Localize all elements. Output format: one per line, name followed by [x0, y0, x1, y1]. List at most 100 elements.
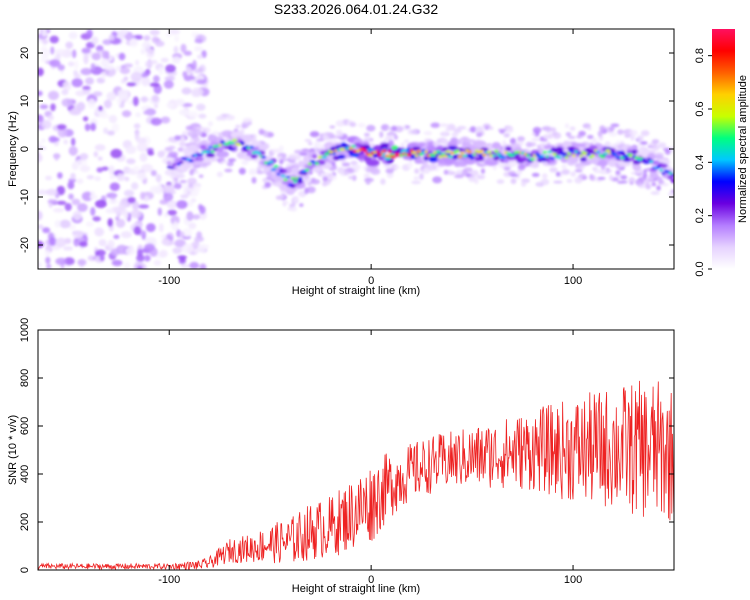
noise-blob: [56, 124, 67, 130]
ridge-blob: [412, 146, 421, 152]
noise-blob: [176, 200, 188, 209]
halo-blob: [642, 173, 648, 179]
ridge-blob: [250, 154, 258, 159]
noise-blob: [139, 152, 148, 162]
ridge-blob: [634, 156, 640, 160]
ridge-blob: [491, 142, 501, 150]
halo-blob: [517, 136, 525, 142]
halo-blob: [241, 160, 249, 166]
ridge-blob: [564, 156, 569, 159]
ridge-blob: [608, 159, 618, 167]
halo-blob: [351, 164, 361, 171]
ridge-blob: [523, 152, 527, 156]
halo-blob: [263, 130, 269, 138]
halo-blob: [357, 123, 366, 128]
halo-blob: [617, 129, 624, 135]
colorbar-tick-label: 0.8: [694, 48, 706, 63]
halo-blob: [640, 141, 648, 145]
noise-blob: [96, 45, 104, 52]
halo-blob: [349, 122, 357, 127]
ridge-blob: [217, 147, 224, 153]
noise-blob: [115, 30, 128, 36]
ridge-blob: [480, 149, 484, 153]
ridge-blob: [387, 150, 392, 154]
noise-blob: [150, 117, 162, 126]
noise-blob: [199, 263, 207, 269]
ridge-blob: [568, 149, 575, 153]
halo-blob: [327, 175, 337, 181]
y-tick-label: 10: [19, 95, 31, 107]
noise-blob: [178, 109, 189, 116]
ridge-blob: [462, 154, 468, 158]
noise-blob: [59, 219, 71, 229]
ridge-blob: [442, 154, 448, 158]
noise-blob: [40, 46, 47, 52]
ridge-blob: [177, 163, 181, 166]
halo-blob: [593, 166, 599, 170]
halo-blob: [436, 138, 442, 145]
ridge-blob: [270, 168, 277, 172]
noise-blob: [123, 189, 135, 197]
ridge-blob: [350, 145, 356, 148]
noise-blob: [41, 138, 46, 143]
noise-blob: [136, 265, 143, 269]
noise-blob: [160, 116, 171, 124]
noise-blob: [196, 231, 203, 239]
halo-blob: [465, 167, 473, 173]
noise-blob: [145, 60, 153, 68]
ridge-blob: [605, 149, 611, 153]
halo-blob: [294, 154, 302, 161]
noise-blob: [157, 181, 162, 192]
noise-blob: [183, 50, 192, 56]
noise-blob: [192, 214, 201, 220]
ridge-blob: [670, 173, 674, 177]
noise-blob: [94, 176, 101, 182]
ridge-blob: [256, 152, 262, 155]
ridge-blob: [329, 150, 334, 154]
halo-blob: [438, 123, 449, 127]
halo-blob: [462, 136, 467, 144]
halo-blob: [656, 185, 661, 191]
ridge-blob: [348, 147, 354, 150]
halo-blob: [615, 170, 621, 175]
noise-blob: [127, 196, 136, 204]
halo-blob: [505, 126, 514, 133]
ridge-blob: [438, 155, 443, 159]
ridge-blob: [321, 156, 327, 159]
halo-blob: [638, 184, 646, 189]
halo-blob: [599, 169, 609, 175]
noise-blob: [57, 128, 68, 138]
noise-blob: [111, 259, 123, 267]
ridge-blob: [324, 152, 330, 156]
halo-blob: [593, 169, 602, 174]
noise-blob: [166, 31, 173, 37]
snr-series: [38, 380, 674, 570]
halo-blob: [329, 125, 336, 129]
x-tick-label: -100: [158, 275, 180, 287]
noise-blob: [38, 189, 48, 195]
y-tick-label: 600: [19, 417, 31, 435]
ridge-blob: [314, 162, 320, 166]
ridge-blob: [332, 152, 336, 156]
colorbar-label: Normalized spectral amplitude: [737, 75, 749, 223]
halo-blob: [380, 178, 386, 185]
noise-blob: [130, 71, 143, 82]
halo-blob: [510, 173, 519, 177]
halo-blob: [408, 129, 419, 135]
halo-blob: [640, 130, 650, 137]
ridge-blob: [188, 159, 194, 163]
noise-blob: [42, 227, 51, 234]
ridge-blob: [670, 178, 674, 184]
noise-blob: [101, 50, 107, 59]
halo-blob: [423, 138, 432, 143]
noise-blob: [123, 63, 133, 68]
noise-blob: [108, 34, 115, 41]
halo-blob: [393, 134, 398, 140]
halo-blob: [510, 137, 516, 145]
noise-blob: [79, 241, 88, 248]
ridge-blob: [441, 152, 445, 156]
noise-blob: [49, 35, 59, 44]
ridge-blob: [276, 172, 280, 176]
halo-blob: [457, 125, 467, 130]
